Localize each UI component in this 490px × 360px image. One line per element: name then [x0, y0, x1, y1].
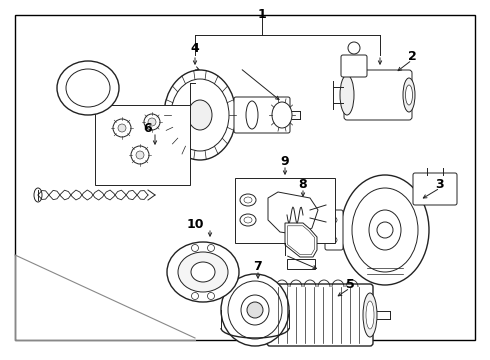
Ellipse shape — [188, 100, 212, 130]
Circle shape — [247, 302, 263, 318]
Bar — [95, 105, 190, 185]
FancyBboxPatch shape — [234, 97, 290, 133]
Circle shape — [136, 151, 144, 159]
Ellipse shape — [171, 79, 229, 151]
Circle shape — [348, 42, 360, 54]
FancyBboxPatch shape — [325, 210, 343, 250]
Circle shape — [192, 244, 198, 252]
Ellipse shape — [244, 197, 252, 203]
FancyBboxPatch shape — [267, 284, 373, 346]
Ellipse shape — [246, 101, 258, 129]
FancyBboxPatch shape — [413, 173, 457, 205]
Bar — [287, 259, 315, 269]
Ellipse shape — [406, 85, 413, 105]
Text: 3: 3 — [436, 178, 444, 191]
Ellipse shape — [244, 217, 252, 223]
FancyBboxPatch shape — [344, 70, 412, 120]
Circle shape — [377, 222, 393, 238]
Ellipse shape — [221, 274, 289, 346]
Ellipse shape — [113, 119, 131, 137]
Text: 5: 5 — [345, 278, 354, 291]
Ellipse shape — [131, 146, 149, 164]
Ellipse shape — [403, 78, 415, 112]
Ellipse shape — [57, 61, 119, 115]
Ellipse shape — [178, 252, 228, 292]
Ellipse shape — [340, 75, 354, 115]
Ellipse shape — [341, 175, 429, 285]
Ellipse shape — [272, 102, 292, 128]
Circle shape — [331, 217, 337, 223]
Bar — [235, 178, 335, 243]
Text: 4: 4 — [191, 42, 199, 55]
Ellipse shape — [262, 289, 278, 341]
Circle shape — [192, 292, 198, 300]
Ellipse shape — [352, 188, 418, 272]
Text: 8: 8 — [299, 178, 307, 191]
Ellipse shape — [144, 114, 160, 130]
Ellipse shape — [240, 214, 256, 226]
FancyBboxPatch shape — [341, 55, 367, 77]
Circle shape — [148, 118, 156, 126]
Ellipse shape — [241, 295, 269, 325]
Text: 10: 10 — [186, 218, 204, 231]
Ellipse shape — [167, 242, 239, 302]
Text: 6: 6 — [144, 122, 152, 135]
Ellipse shape — [240, 194, 256, 206]
Ellipse shape — [228, 281, 282, 339]
Text: 9: 9 — [281, 155, 289, 168]
Circle shape — [207, 244, 215, 252]
Text: 1: 1 — [258, 8, 267, 21]
Circle shape — [118, 124, 126, 132]
Ellipse shape — [366, 301, 374, 329]
Circle shape — [207, 292, 215, 300]
Circle shape — [331, 237, 337, 243]
Ellipse shape — [66, 69, 110, 107]
Ellipse shape — [369, 210, 401, 250]
Polygon shape — [288, 226, 315, 255]
Text: 7: 7 — [254, 260, 262, 273]
Ellipse shape — [363, 293, 377, 337]
Ellipse shape — [164, 70, 236, 160]
Text: 2: 2 — [408, 50, 416, 63]
Ellipse shape — [34, 188, 42, 202]
Polygon shape — [285, 223, 317, 257]
Ellipse shape — [191, 262, 215, 282]
Polygon shape — [268, 192, 318, 235]
